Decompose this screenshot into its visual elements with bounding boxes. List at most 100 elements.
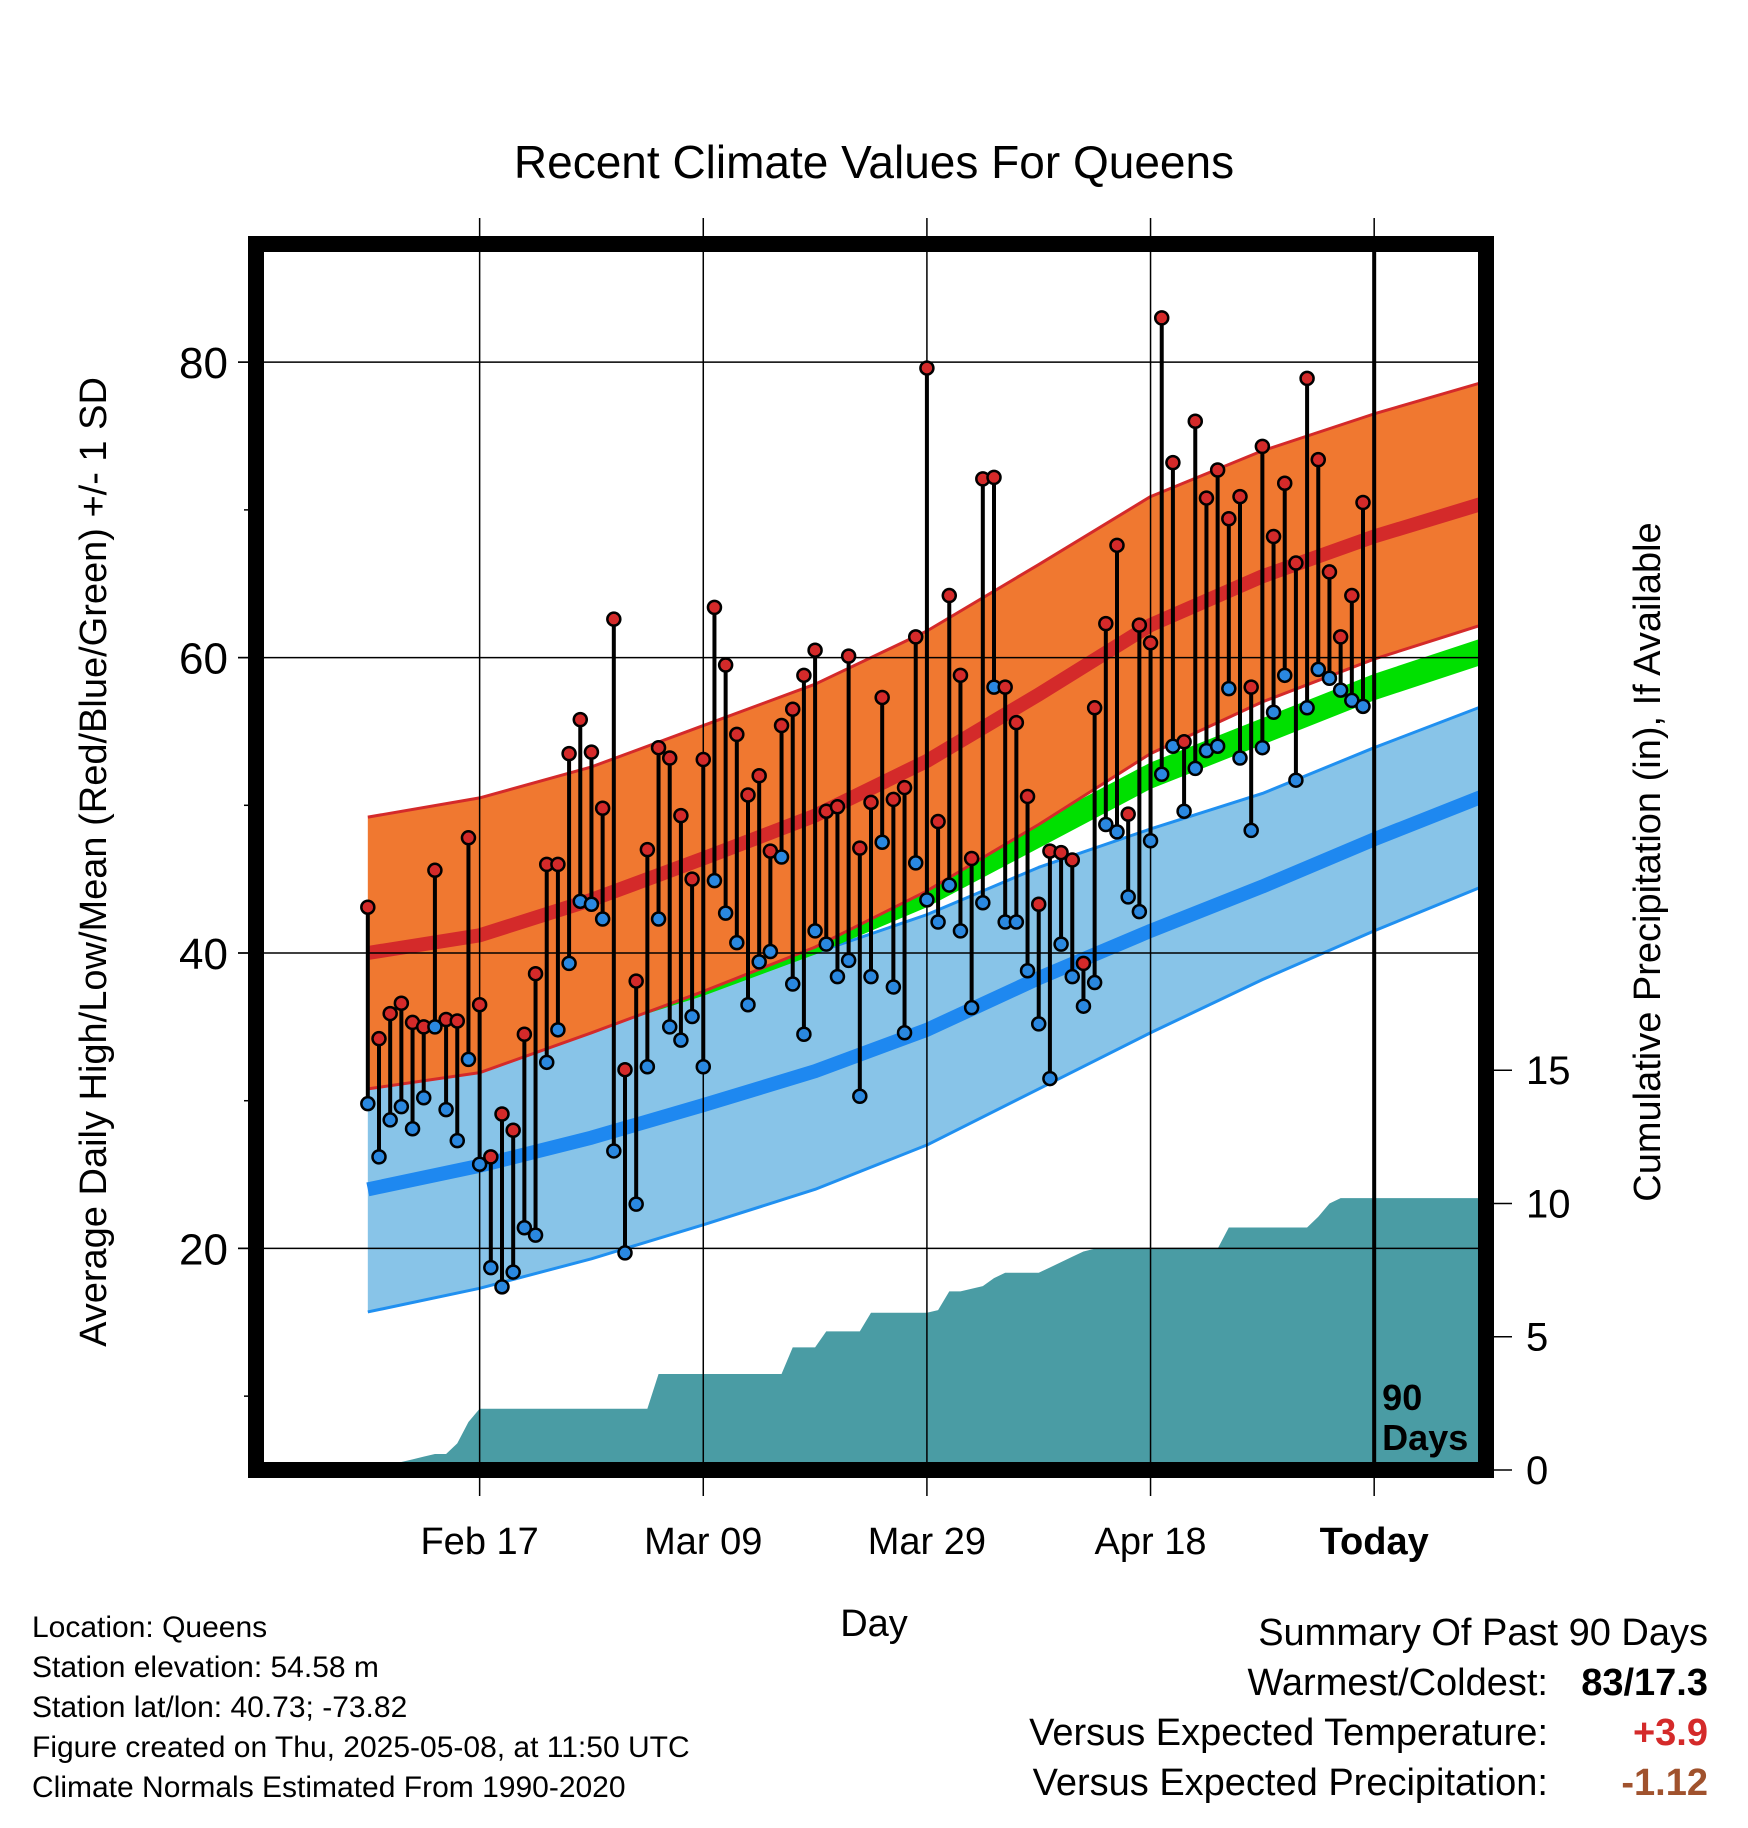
daily-low-point — [583, 896, 600, 913]
daily-low-point — [483, 1259, 499, 1276]
daily-low-point — [1332, 682, 1349, 698]
daily-low-point — [393, 1098, 410, 1115]
y2-tick-label: 5 — [1526, 1316, 1548, 1360]
daily-low-point — [382, 1112, 398, 1128]
daily-high-point — [1243, 679, 1259, 695]
daily-high-point — [863, 794, 879, 811]
daily-high-point — [1153, 310, 1170, 326]
daily-low-point — [829, 968, 846, 985]
daily-low-point — [1075, 998, 1092, 1014]
daily-high-point — [460, 830, 477, 846]
daily-low-point — [896, 1025, 913, 1041]
daily-low-point — [762, 943, 779, 960]
daily-high-point — [360, 899, 376, 915]
daily-high-point — [494, 1106, 510, 1122]
y-tick-label: 60 — [179, 635, 228, 684]
daily-high-point — [594, 800, 611, 817]
x-axis-label: Day — [840, 1603, 908, 1645]
daily-high-point — [907, 629, 924, 645]
daily-low-point — [941, 877, 958, 893]
y-tick-label: 80 — [179, 339, 228, 388]
daily-low-point — [1109, 824, 1125, 840]
daily-low-point — [852, 1088, 868, 1105]
daily-low-point — [1008, 914, 1025, 930]
daily-low-point — [807, 923, 823, 939]
daily-high-point — [986, 469, 1002, 486]
created-text: Figure created on Thu, 2025-05-08, at 11… — [32, 1731, 690, 1764]
daily-low-point — [1321, 670, 1338, 687]
daily-high-point — [919, 360, 935, 376]
today-days-label-number: 90 — [1382, 1377, 1422, 1418]
daily-high-point — [1209, 462, 1226, 478]
daily-low-point — [1355, 698, 1371, 715]
daily-high-point — [1332, 629, 1349, 645]
daily-high-point — [1321, 564, 1338, 580]
daily-low-point — [427, 1019, 443, 1035]
daily-high-point — [684, 871, 700, 887]
daily-high-point — [751, 768, 767, 784]
daily-low-point — [639, 1058, 656, 1075]
daily-low-point — [1030, 1016, 1047, 1032]
daily-low-point — [963, 999, 980, 1016]
daily-high-point — [1355, 494, 1371, 511]
daily-high-point — [1221, 510, 1237, 527]
location-text: Location: Queens — [32, 1611, 268, 1644]
daily-high-point — [874, 689, 890, 706]
chart-title: Recent Climate Values For Queens — [514, 136, 1234, 188]
daily-low-point — [650, 911, 667, 927]
daily-high-point — [639, 841, 656, 858]
daily-high-point — [1131, 617, 1148, 633]
x-tick-label: Apr 18 — [1095, 1521, 1207, 1563]
daily-low-point — [617, 1245, 633, 1261]
daily-high-point — [1008, 714, 1025, 731]
daily-high-point — [784, 701, 801, 718]
station-info: Location: Queens Station elevation: 54.5… — [32, 1608, 690, 1808]
daily-low-point — [1265, 704, 1282, 720]
daily-low-point — [438, 1101, 454, 1118]
daily-high-point — [706, 599, 723, 616]
y2-axis-label: Cumulative Precipitation (in), If Availa… — [1627, 522, 1669, 1201]
daily-low-point — [471, 1156, 488, 1172]
daily-high-point — [1276, 475, 1293, 492]
summary-panel: Summary Of Past 90 Days Warmest/Coldest:… — [1029, 1608, 1708, 1808]
daily-high-point — [1053, 844, 1069, 861]
daily-low-point — [1142, 833, 1159, 849]
daily-low-point — [1243, 822, 1259, 839]
daily-high-point — [740, 787, 756, 803]
daily-low-point — [661, 1019, 678, 1035]
daily-low-point — [606, 1143, 622, 1159]
daily-low-point — [371, 1149, 387, 1165]
daily-high-point — [1109, 537, 1125, 554]
daily-high-point — [673, 807, 689, 824]
daily-low-point — [919, 892, 935, 908]
daily-high-point — [1165, 454, 1181, 471]
daily-high-point — [997, 679, 1013, 695]
daily-low-point — [1254, 739, 1271, 756]
daily-high-point — [1075, 955, 1092, 972]
daily-high-point — [717, 657, 734, 673]
x-tick-label: Today — [1320, 1521, 1429, 1563]
daily-high-point — [729, 726, 745, 743]
daily-low-point — [1232, 750, 1248, 766]
y-tick-label: 20 — [179, 1225, 228, 1274]
daily-low-point — [550, 1022, 566, 1038]
daily-low-point — [907, 855, 924, 871]
daily-low-point — [1310, 661, 1327, 678]
daily-low-point — [1221, 680, 1237, 697]
daily-low-point — [1209, 738, 1226, 754]
daily-high-point — [561, 745, 577, 762]
temp-label: Versus Expected Temperature: — [1029, 1712, 1548, 1754]
precip-label: Versus Expected Precipitation: — [1032, 1762, 1548, 1804]
daily-high-point — [952, 667, 969, 684]
plot-frame — [248, 236, 1494, 1478]
daily-low-point — [673, 1032, 689, 1048]
daily-high-point — [852, 840, 868, 856]
daily-high-point — [1176, 734, 1192, 750]
daily-high-point — [471, 996, 488, 1013]
daily-high-point — [1098, 615, 1114, 632]
warmest-value: 83/17.3 — [1581, 1662, 1708, 1704]
daily-high-point — [505, 1122, 521, 1139]
daily-high-point — [963, 850, 980, 867]
daily-high-point — [1344, 587, 1360, 604]
